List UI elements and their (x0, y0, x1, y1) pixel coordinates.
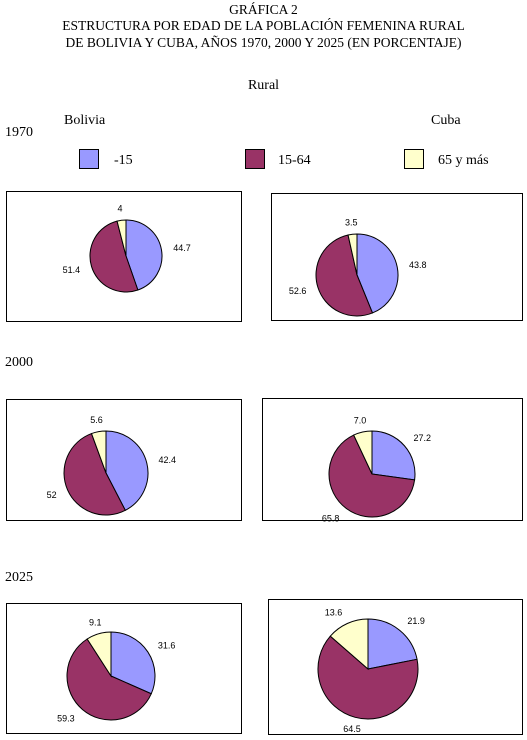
pie-slice-15 (125, 219, 163, 291)
data-label-15: 27.2 (414, 433, 432, 443)
pie-slice-15-64 (66, 638, 152, 721)
pie-slice-15-64 (63, 432, 126, 516)
pie-slice-65-y-m-s (347, 233, 358, 276)
pie-chart-bolivia-1970: 44.7 51.4 4 (63, 203, 191, 293)
data-label-15-64: 65.8 (322, 513, 340, 523)
data-label-15: 44.7 (173, 243, 191, 253)
data-label-15-64: 59.3 (57, 714, 75, 724)
pie-chart-cuba-2025: 21.9 64.5 13.6 (317, 608, 425, 734)
country-label-cuba: Cuba (431, 113, 461, 128)
pie-slice-15-64 (317, 635, 419, 720)
data-label-15-64: 64.5 (343, 724, 361, 734)
data-label-15: 42.4 (159, 455, 177, 465)
pie-panel-cuba-2000: 27.2 65.8 7.0 (262, 398, 523, 523)
pie-chart-bolivia-2025: 31.6 59.3 9.1 (57, 617, 176, 724)
year-label-2000: 2000 (5, 355, 33, 370)
pie-slice-65-y-m-s (86, 631, 112, 678)
pie-slice-15 (110, 631, 156, 695)
legend-label-65-plus: 65 y más (438, 153, 489, 168)
data-label-65-y-m-s: 3.5 (345, 217, 358, 227)
pie-chart-cuba-1970: 43.8 52.6 3.5 (289, 217, 427, 317)
data-label-15-64: 51.4 (63, 265, 81, 275)
legend-swatch-under-15 (79, 149, 99, 169)
legend-label-15-64: 15-64 (278, 153, 311, 168)
pie-panel-bolivia-2000: 42.4 52 5.6 (6, 399, 242, 521)
data-label-15: 21.9 (407, 616, 425, 626)
data-label-15-64: 52 (47, 490, 57, 500)
pie-slice-15 (371, 430, 416, 481)
data-label-15: 31.6 (158, 640, 176, 650)
pie-chart-cuba-2000: 27.2 65.8 7.0 (322, 415, 432, 523)
data-label-65-y-m-s: 7.0 (354, 415, 367, 425)
pie-slice-15-64 (89, 220, 139, 293)
pie-slice-15-64 (328, 434, 416, 518)
legend-swatch-15-64 (245, 149, 265, 169)
pie-slice-15 (105, 430, 149, 511)
country-label-bolivia: Bolivia (64, 113, 106, 128)
year-label-1970: 1970 (5, 125, 33, 140)
pie-panel-bolivia-1970: 44.7 51.4 4 (6, 191, 242, 322)
pie-chart-bolivia-2000: 42.4 52 5.6 (47, 415, 177, 516)
pie-slice-65-y-m-s (90, 430, 107, 474)
pie-slice-65-y-m-s (329, 618, 369, 671)
pie-slice-65-y-m-s (353, 430, 373, 475)
pie-slice-65-y-m-s (116, 219, 127, 257)
pie-slice-15 (356, 233, 399, 314)
data-label-15: 43.8 (409, 260, 427, 270)
pie-panel-cuba-1970: 43.8 52.6 3.5 (271, 193, 523, 321)
chart-title-line-1: GRÁFICA 2 (229, 2, 298, 17)
data-label-65-y-m-s: 4 (117, 203, 122, 213)
pie-panel-cuba-2025: 21.9 64.5 13.6 (268, 599, 523, 735)
legend-label-under-15: -15 (114, 153, 133, 168)
legend-swatch-65-plus (404, 149, 424, 169)
pie-panel-bolivia-2025: 31.6 59.3 9.1 (6, 603, 242, 734)
data-label-65-y-m-s: 13.6 (325, 608, 343, 618)
data-label-65-y-m-s: 5.6 (90, 415, 103, 425)
data-label-65-y-m-s: 9.1 (89, 617, 102, 627)
data-label-15-64: 52.6 (289, 286, 307, 296)
year-label-2025: 2025 (5, 570, 33, 585)
pie-slice-15 (367, 618, 418, 670)
chart-title-line-2: ESTRUCTURA POR EDAD DE LA POBLACIÓN FEME… (62, 18, 465, 33)
chart-subtitle: Rural (247, 78, 280, 93)
chart-title-line-3: DE BOLIVIA Y CUBA, AÑOS 1970, 2000 Y 202… (65, 35, 462, 50)
pie-slice-15-64 (315, 234, 374, 317)
